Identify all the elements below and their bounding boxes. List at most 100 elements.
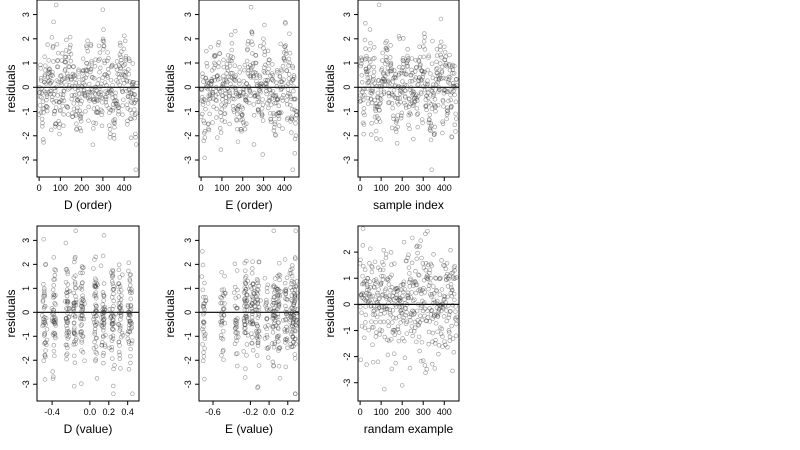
data-point — [101, 317, 106, 323]
data-point — [37, 103, 43, 108]
data-point — [83, 68, 89, 73]
data-point — [278, 67, 284, 73]
data-point — [428, 121, 434, 126]
data-point — [104, 91, 110, 96]
data-point — [44, 92, 50, 97]
data-point — [49, 79, 54, 84]
data-point — [421, 265, 427, 271]
data-point — [105, 90, 111, 96]
data-point — [365, 95, 371, 101]
data-point — [394, 292, 399, 298]
data-point — [284, 117, 290, 122]
data-point — [418, 62, 423, 67]
data-point — [78, 116, 83, 121]
data-point — [129, 82, 135, 88]
data-point — [291, 343, 296, 349]
data-point — [94, 110, 99, 115]
data-point — [263, 82, 269, 87]
data-point — [231, 93, 236, 99]
data-point — [396, 297, 401, 302]
data-point — [234, 117, 239, 122]
data-point — [370, 88, 375, 94]
data-point — [206, 127, 212, 133]
data-point — [117, 71, 122, 77]
data-point — [110, 333, 116, 338]
data-point — [66, 334, 71, 340]
data-point — [439, 76, 444, 81]
data-point — [435, 65, 440, 71]
data-point — [72, 281, 78, 287]
data-point — [101, 325, 106, 330]
data-point — [126, 286, 132, 292]
data-point — [211, 75, 217, 80]
data-point — [292, 107, 297, 113]
data-point — [364, 362, 369, 367]
data-point — [276, 272, 282, 277]
data-point — [445, 110, 451, 116]
data-point — [433, 103, 438, 109]
data-point — [395, 327, 401, 332]
data-point — [255, 99, 261, 105]
data-point — [440, 301, 446, 307]
data-point — [220, 81, 226, 87]
data-point — [127, 94, 133, 99]
data-point — [109, 279, 115, 284]
data-point — [378, 83, 383, 89]
data-point — [369, 303, 374, 309]
data-point — [230, 70, 235, 76]
data-point — [129, 290, 135, 295]
data-point — [387, 311, 393, 316]
data-point — [416, 334, 422, 340]
data-point — [397, 298, 403, 304]
data-point — [434, 53, 440, 58]
data-point — [411, 101, 417, 107]
data-point — [402, 306, 408, 311]
data-point — [39, 116, 45, 122]
data-point — [376, 296, 382, 302]
data-point — [435, 80, 440, 85]
data-point — [236, 78, 242, 83]
data-point — [79, 301, 85, 307]
data-point — [423, 260, 429, 266]
data-point — [248, 303, 253, 308]
data-point — [128, 296, 133, 302]
data-point — [416, 273, 422, 278]
data-point — [250, 61, 256, 66]
data-point — [369, 132, 374, 137]
data-point — [446, 312, 452, 318]
data-point — [200, 303, 206, 309]
data-point — [436, 87, 442, 92]
data-point — [88, 67, 93, 72]
data-point — [451, 84, 456, 89]
data-point — [447, 52, 452, 58]
data-point — [270, 316, 275, 321]
data-point — [120, 272, 125, 277]
data-point — [210, 120, 215, 125]
data-point — [122, 33, 127, 38]
data-point — [419, 255, 424, 261]
data-point — [389, 66, 394, 72]
data-point — [449, 323, 454, 329]
data-point — [115, 80, 121, 85]
data-point — [44, 97, 49, 103]
data-point — [73, 81, 78, 86]
data-point — [101, 322, 106, 328]
data-point — [389, 285, 395, 290]
data-point — [408, 85, 414, 90]
data-point — [248, 321, 253, 326]
data-point — [283, 337, 289, 343]
data-point — [420, 84, 426, 89]
data-point — [238, 117, 244, 123]
data-point — [128, 272, 133, 277]
data-point — [110, 281, 116, 286]
data-point — [288, 80, 294, 85]
data-point — [282, 57, 287, 62]
data-point — [65, 269, 70, 274]
data-point — [408, 295, 414, 300]
data-point — [384, 306, 390, 312]
data-point — [124, 102, 130, 108]
data-point — [291, 316, 297, 321]
data-point — [246, 39, 251, 44]
data-point — [103, 89, 108, 94]
data-point — [394, 129, 399, 134]
